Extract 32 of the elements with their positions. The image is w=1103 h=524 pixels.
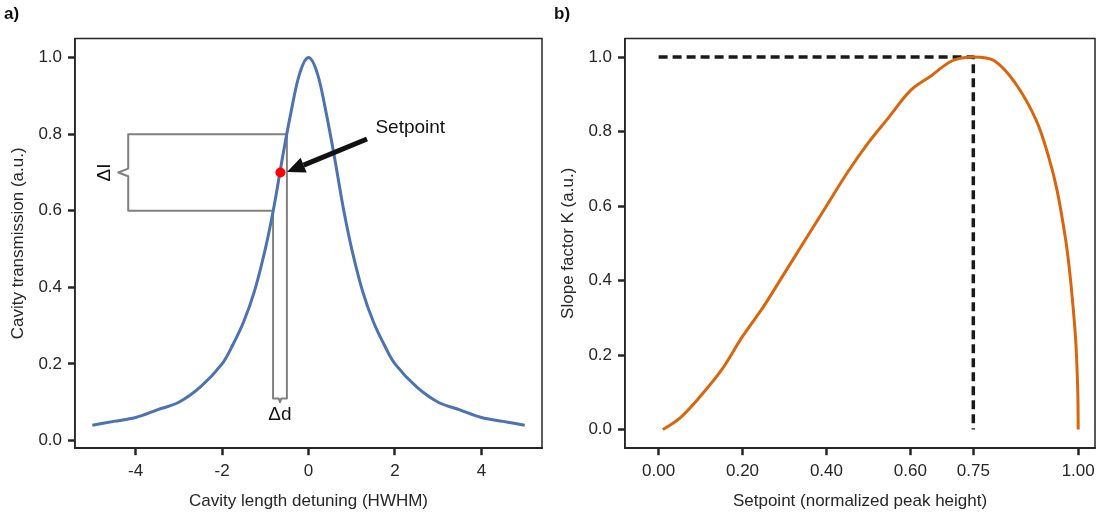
x-tick-label: 2 xyxy=(390,461,400,481)
annotation: ΔI xyxy=(92,163,114,182)
x-tick-label: 0.00 xyxy=(642,461,676,481)
y-tick-label: 0.4 xyxy=(38,277,63,297)
x-tick-label: 0.60 xyxy=(893,461,927,481)
x-tick-label: -4 xyxy=(128,461,144,481)
x-tick-label: 0.75 xyxy=(956,461,990,481)
y-axis-title: Slope factor K (a.u.) xyxy=(557,167,577,319)
y-tick-label: 0.0 xyxy=(38,430,63,450)
y-tick-label: 0.4 xyxy=(588,270,613,290)
y-tick-label: 0.0 xyxy=(588,419,613,439)
y-tick-label: 0.6 xyxy=(588,195,613,215)
y-tick-label: 0.8 xyxy=(588,121,613,141)
x-tick-label: 1.00 xyxy=(1061,461,1095,481)
x-tick-label: 0.20 xyxy=(725,461,760,481)
x-tick-label: 0 xyxy=(303,461,314,481)
chart-title: a) xyxy=(4,3,20,23)
y-tick-label: 1.0 xyxy=(588,46,613,66)
chart-title: b) xyxy=(554,3,571,23)
y-tick-label: 0.2 xyxy=(588,344,613,364)
y-tick-label: 0.6 xyxy=(38,200,63,220)
x-axis-title: Setpoint (normalized peak height) xyxy=(732,491,988,511)
x-tick-label: 4 xyxy=(476,461,487,481)
x-tick-label: 0.40 xyxy=(809,461,843,481)
y-axis-title: Cavity transmission (a.u.) xyxy=(7,147,27,340)
x-tick-label: -2 xyxy=(214,461,230,481)
annotation: Δd xyxy=(268,402,292,424)
y-tick-label: 0.2 xyxy=(38,353,63,373)
y-tick-label: 0.8 xyxy=(38,123,63,143)
annotation: Setpoint xyxy=(375,115,446,137)
x-axis-title: Cavity length detuning (HWHM) xyxy=(189,491,429,511)
y-tick-label: 1.0 xyxy=(38,47,63,67)
